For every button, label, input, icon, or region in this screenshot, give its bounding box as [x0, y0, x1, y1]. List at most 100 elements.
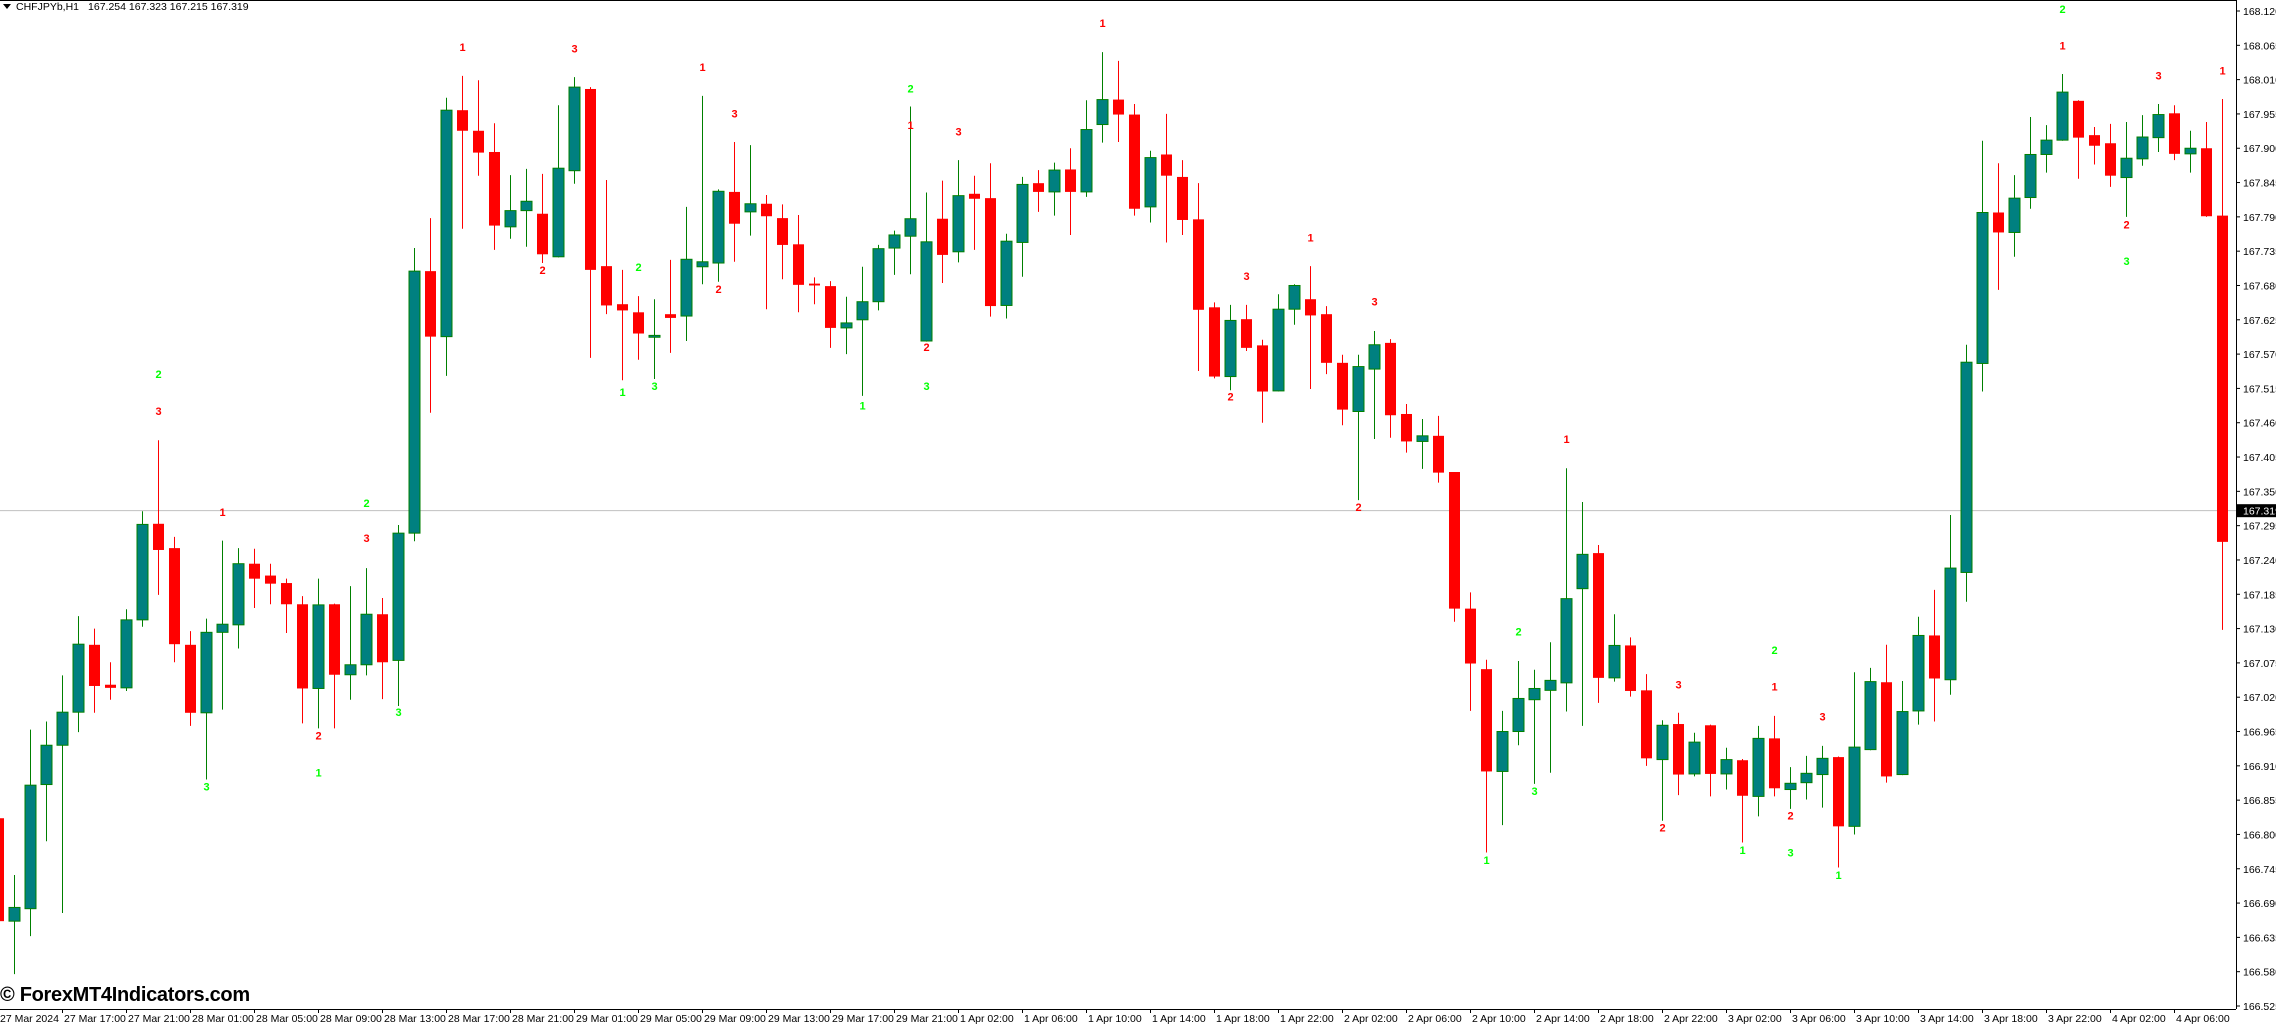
candle-body	[72, 643, 85, 713]
candle-body	[665, 314, 676, 318]
candle	[2073, 100, 2084, 179]
candle	[1816, 745, 1829, 808]
candle	[537, 173, 548, 264]
candle	[1688, 732, 1701, 777]
candle	[1625, 637, 1636, 697]
marker-label: 2	[1659, 823, 1665, 835]
time-tick-label: 3 Apr 10:00	[1856, 1013, 1910, 1025]
candle	[904, 106, 917, 275]
candle-body	[920, 241, 933, 342]
candle-body	[281, 583, 292, 605]
candle	[89, 628, 100, 713]
candle	[8, 874, 21, 975]
candle	[777, 204, 788, 280]
candle	[1576, 501, 1589, 726]
candle	[1416, 418, 1429, 469]
candle	[232, 548, 245, 649]
candle	[1769, 715, 1780, 797]
candle-body	[153, 523, 164, 550]
candle-body	[1257, 345, 1268, 392]
candle-body	[1656, 724, 1669, 761]
candle	[1016, 176, 1029, 277]
candle	[585, 87, 596, 358]
candle-body	[1784, 782, 1797, 791]
price-tick-label: 166.690	[2243, 898, 2276, 910]
candle-body	[1161, 154, 1172, 176]
time-tick-label: 29 Mar 21:00	[896, 1013, 958, 1025]
marker-label: 1	[1483, 855, 1489, 867]
price-tick-label: 166.525	[2243, 1001, 2276, 1013]
candle-body	[1512, 697, 1525, 733]
candle-body	[952, 195, 965, 253]
candle-body	[1833, 757, 1844, 827]
candle	[1144, 150, 1157, 223]
candle-body	[1048, 169, 1061, 193]
price-tick-label: 166.910	[2243, 761, 2276, 773]
candle-body	[552, 167, 565, 258]
price-tick-label: 167.790	[2243, 212, 2276, 224]
candle	[1976, 140, 1989, 392]
candle-body	[1113, 99, 1124, 115]
candle-body	[1033, 183, 1044, 192]
candle	[1673, 712, 1684, 796]
price-tick-label: 166.800	[2243, 829, 2276, 841]
candle	[360, 568, 373, 676]
candle	[249, 548, 260, 608]
price-tick-label: 167.625	[2243, 315, 2276, 327]
candle	[473, 80, 484, 176]
candle	[0, 818, 4, 922]
time-tick-label: 27 Mar 2024	[0, 1013, 59, 1025]
candle-body	[601, 266, 612, 306]
time-tick-label: 1 Apr 14:00	[1152, 1013, 1206, 1025]
candle	[1161, 113, 1172, 243]
candle-body	[2040, 139, 2053, 155]
time-tick-label: 2 Apr 22:00	[1664, 1013, 1718, 1025]
candle	[1209, 302, 1220, 379]
candle	[696, 95, 709, 285]
candle	[793, 214, 804, 313]
candle	[856, 266, 869, 396]
price-tick-label: 167.350	[2243, 486, 2276, 498]
marker-label: 2	[1515, 627, 1521, 639]
candle	[2184, 130, 2197, 173]
candle-body	[1465, 608, 1476, 664]
candle-body	[1641, 690, 1652, 759]
candle	[1800, 755, 1813, 800]
candle-body	[856, 301, 869, 321]
marker-label: 3	[651, 381, 657, 393]
triangle-down-icon[interactable]	[3, 4, 11, 9]
price-tick-label: 167.185	[2243, 589, 2276, 601]
marker-label: 1	[2219, 65, 2225, 77]
candle-body	[1593, 553, 1604, 678]
candle	[1401, 404, 1412, 453]
candle-body	[1016, 183, 1029, 243]
candle-body	[1305, 299, 1316, 316]
candle	[377, 598, 388, 700]
candle	[840, 296, 853, 355]
marker-label: 3	[203, 781, 209, 793]
candle-body	[2056, 91, 2069, 141]
candle	[24, 729, 37, 937]
candle-body	[2105, 143, 2116, 176]
candle	[1368, 331, 1381, 439]
candle	[1944, 515, 1957, 695]
candle	[1720, 747, 1733, 790]
candle-body	[2073, 100, 2084, 138]
time-axis: 27 Mar 2024 27 Mar 17:00 27 Mar 21:00 28 Ma…	[0, 1009, 2230, 1025]
marker-label: 3	[155, 406, 161, 418]
candle-body	[1241, 319, 1252, 348]
marker-label: 2	[923, 342, 929, 354]
marker-label: 1	[315, 768, 321, 780]
candle-body	[1177, 176, 1188, 220]
candle	[1080, 100, 1093, 197]
candle	[1352, 354, 1365, 501]
candle-body	[1864, 681, 1877, 751]
time-tick-label: 1 Apr 10:00	[1088, 1013, 1142, 1025]
candle-body	[680, 258, 693, 317]
candle	[1193, 183, 1204, 371]
time-tick-label: 28 Mar 05:00	[256, 1013, 318, 1025]
candle	[1848, 672, 1861, 835]
candle-body	[793, 244, 804, 285]
time-tick-label: 1 Apr 18:00	[1216, 1013, 1270, 1025]
